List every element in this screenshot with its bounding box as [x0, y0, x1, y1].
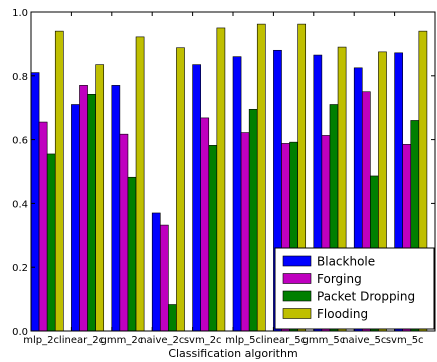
bar-forging-naive_2c: [159, 224, 169, 332]
legend-label: Forging: [317, 272, 362, 286]
x-tick-label: naive_2c: [140, 335, 184, 346]
x-tick-label: naive_5c: [342, 335, 386, 346]
legend-swatch: [282, 273, 312, 284]
bar-forging-mlp_2c: [38, 121, 48, 332]
legend-label: Packet Dropping: [317, 290, 415, 304]
y-tick-label: 1.0: [12, 8, 28, 19]
bar-forging-linear_2c: [79, 85, 88, 332]
bar-flooding-mlp_2c: [54, 30, 64, 332]
bar-packet-dropping-mlp_2c: [46, 153, 56, 332]
y-tick-label: 0.2: [12, 263, 28, 274]
legend-swatch: [282, 290, 312, 302]
y-axis: 0.0 0.2 0.4 0.6 0.8 1.0: [12, 8, 435, 338]
bar-packet-dropping-svm_2c: [208, 145, 218, 332]
x-tick-label: linear_5c: [261, 335, 306, 346]
bar-packet-dropping-gmm_2c: [127, 176, 137, 332]
bar-blackhole-gmm_2c: [111, 85, 121, 332]
bar-flooding-naive_2c: [176, 47, 185, 332]
x-tick-label: svm_5c: [386, 335, 424, 346]
bar-forging-mlp_5c: [240, 132, 250, 332]
y-tick-label: 0.8: [12, 72, 28, 83]
bar-flooding-gmm_2c: [135, 36, 145, 332]
bar-blackhole-mlp_5c: [232, 56, 242, 332]
x-tick-label: mlp_5c: [225, 335, 261, 346]
bar-forging-svm_2c: [200, 117, 210, 332]
y-tick-label: 0.0: [12, 327, 28, 338]
y-tick-label: 0.4: [12, 199, 28, 210]
x-tick-label: linear_2c: [59, 335, 104, 346]
x-tick-label: mlp_2c: [23, 335, 59, 346]
bar-packet-dropping-linear_2c: [87, 94, 96, 332]
legend-label: Flooding: [317, 307, 368, 321]
x-axis-label: Classification algorithm: [168, 347, 297, 360]
bar-blackhole-mlp_2c: [30, 72, 40, 332]
x-tick-label: svm_2c: [184, 335, 222, 346]
x-tick-label: gmm_2c: [101, 335, 144, 346]
bar-forging-gmm_2c: [119, 133, 129, 332]
bar-flooding-mlp_5c: [256, 23, 266, 332]
bar-blackhole-naive_2c: [151, 212, 161, 332]
bar-packet-dropping-naive_2c: [168, 304, 177, 332]
legend: Blackhole Forging Packet Dropping Flooding: [274, 247, 435, 330]
bar-packet-dropping-mlp_5c: [248, 108, 258, 332]
bar-blackhole-svm_2c: [192, 64, 201, 332]
legend-swatch: [282, 255, 312, 267]
legend-swatch: [282, 308, 312, 319]
x-tick-label: gmm_5c: [303, 335, 346, 346]
legend-label: Blackhole: [317, 255, 375, 269]
bar-flooding-linear_2c: [95, 64, 105, 332]
bar-flooding-svm_2c: [216, 27, 226, 332]
y-tick-label: 0.6: [12, 136, 28, 147]
bar-blackhole-linear_2c: [71, 104, 80, 332]
